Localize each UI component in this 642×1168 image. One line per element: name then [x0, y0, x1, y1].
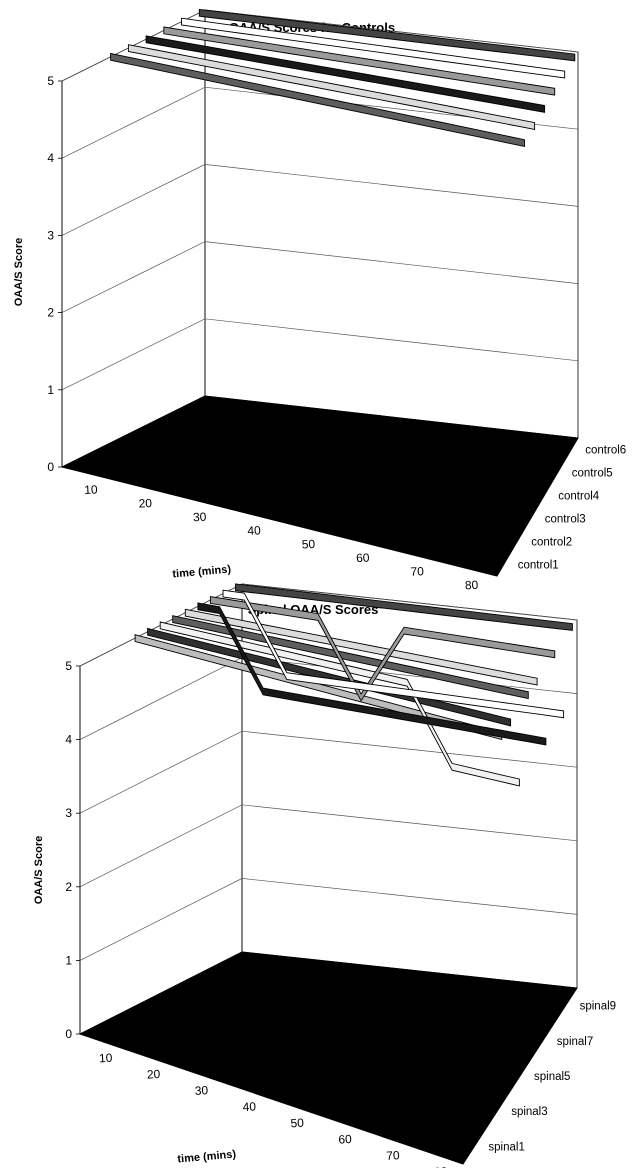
x-tick-label: 30	[193, 510, 207, 525]
series-ribbon-control3	[163, 26, 556, 96]
x-tick-label: 20	[138, 496, 152, 511]
depth-tick-label: control4	[558, 491, 600, 503]
gridline	[61, 241, 579, 313]
y-tick-label: 2	[65, 880, 72, 894]
gridline	[79, 730, 578, 814]
spinal-chart: Spinal OAA/S Scores OAA/S Score time (mi…	[33, 583, 616, 1168]
gridline	[79, 804, 578, 888]
floor	[60, 395, 579, 577]
series-ribbon-spinal1	[235, 583, 573, 631]
side-wall	[61, 9, 206, 468]
x-tick-label: 30	[194, 1083, 208, 1098]
y-tick-label: 3	[65, 806, 72, 820]
depth-tick-label: control2	[531, 537, 572, 549]
x-tick-label: 40	[242, 1099, 256, 1114]
x-axis-title: time (mins)	[177, 1148, 237, 1165]
y-tick-label: 5	[47, 74, 54, 88]
depth-tick-label: spinal9	[580, 1001, 616, 1013]
y-tick-label: 0	[47, 460, 54, 474]
x-tick-label: 70	[386, 1148, 400, 1163]
series-ribbon-control1	[198, 8, 576, 62]
gridline	[79, 878, 578, 961]
x-tick-label: 80	[434, 1164, 448, 1168]
y-tick-label: 1	[47, 383, 54, 397]
depth-tick-label: spinal7	[557, 1036, 593, 1048]
x-tick-label: 60	[338, 1132, 352, 1147]
x-tick-label: 10	[84, 482, 98, 497]
y-tick-label: 2	[47, 306, 54, 320]
series-ribbon-spinal2	[222, 589, 565, 719]
x-tick-label: 80	[465, 578, 479, 593]
series-ribbon-spinal4	[197, 602, 547, 746]
x-tick-label: 10	[99, 1051, 113, 1066]
gridline	[61, 164, 579, 236]
x-tick-label: 50	[290, 1116, 304, 1131]
depth-tick-label: control5	[572, 468, 613, 480]
y-axis-title: OAA/S Score	[33, 836, 45, 904]
floor	[78, 951, 578, 1165]
x-axis-title: time (mins)	[172, 563, 232, 580]
gridline	[61, 318, 579, 391]
series-ribbon-spinal3	[209, 596, 556, 702]
y-tick-label: 3	[47, 228, 54, 242]
y-tick-label: 4	[65, 733, 72, 747]
y-tick-label: 4	[47, 151, 54, 165]
series-ribbon-spinal7	[159, 621, 520, 787]
controls-chart: OAA/S Scores for Controls OAA/S Score ti…	[13, 8, 626, 593]
depth-tick-label: control1	[518, 560, 559, 572]
y-tick-label: 5	[65, 659, 72, 673]
series-ribbon-control4	[145, 35, 546, 113]
series-ribbon-control2	[181, 17, 566, 79]
x-tick-label: 40	[247, 523, 261, 538]
x-tick-label: 50	[301, 537, 315, 552]
y-tick-label: 0	[65, 1027, 72, 1041]
x-tick-label: 20	[147, 1067, 161, 1082]
series-ribbon-spinal6	[172, 615, 529, 700]
depth-tick-label: control6	[585, 445, 626, 457]
x-tick-label: 60	[356, 550, 370, 565]
gridline	[79, 583, 578, 667]
x-tick-label: 70	[410, 564, 424, 579]
series-ribbon-control6	[110, 52, 525, 148]
series-ribbon-spinal9	[134, 634, 503, 741]
series-ribbon-spinal5	[184, 608, 538, 686]
gridline	[79, 657, 578, 740]
y-axis-title: OAA/S Score	[13, 238, 25, 306]
series-ribbon-control5	[127, 44, 536, 130]
gridline	[61, 86, 579, 159]
depth-tick-label: spinal1	[488, 1141, 524, 1153]
y-tick-label: 1	[65, 953, 72, 967]
depth-tick-label: control3	[545, 514, 586, 526]
depth-tick-label: spinal5	[534, 1071, 570, 1083]
depth-tick-label: spinal3	[511, 1106, 547, 1118]
